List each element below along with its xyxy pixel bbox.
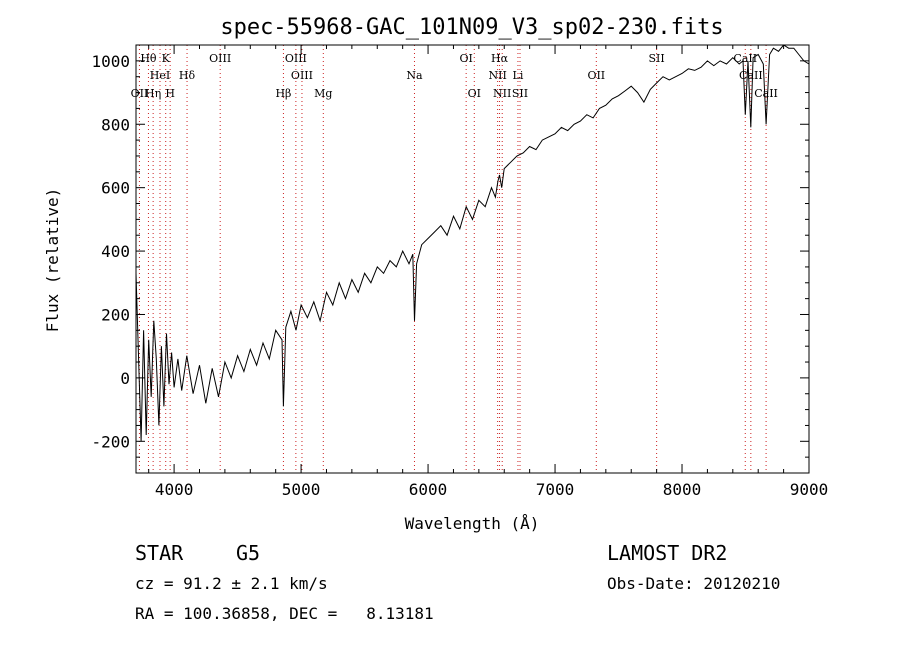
line-marker-label: NII: [488, 69, 506, 82]
line-marker-label: K: [162, 52, 171, 65]
y-axis-label: Flux (relative): [43, 188, 62, 333]
line-marker-label: Li: [513, 69, 524, 82]
line-marker-label: H: [165, 87, 175, 100]
chart-title: spec-55968-GAC_101N09_V3_sp02-230.fits: [220, 15, 723, 40]
line-marker-label: Hδ: [179, 69, 196, 82]
radial-velocity: cz = 91.2 ± 2.1 km/s: [135, 574, 328, 593]
line-marker-label: Mg: [314, 87, 332, 100]
line-marker-label: NII: [493, 87, 511, 100]
line-marker-label: Hβ: [275, 87, 291, 100]
y-tick-label: 0: [120, 369, 130, 388]
line-marker-label: OI: [459, 52, 472, 65]
x-tick-label: 6000: [409, 480, 448, 499]
spectrum-series-line: [135, 44, 810, 442]
x-tick-label: 8000: [663, 480, 702, 499]
line-marker-label: SII: [512, 87, 528, 100]
line-marker-label: Hθ: [140, 52, 157, 65]
line-marker-label: OI: [468, 87, 481, 100]
line-marker-label: CaII: [739, 69, 763, 82]
x-axis-label: Wavelength (Å): [405, 514, 540, 533]
line-marker-label: Hη: [145, 87, 161, 100]
x-tick-label: 7000: [536, 480, 575, 499]
emission-line-markers: [138, 45, 767, 473]
sky-coordinates: RA = 100.36858, DEC = 8.13181: [135, 604, 434, 623]
observation-date: Obs-Date: 20120210: [607, 574, 781, 593]
line-marker-label: OIII: [291, 69, 313, 82]
y-axis: -200 0 200 400 600 800 1000: [91, 44, 809, 474]
x-tick-label: 5000: [282, 480, 321, 499]
line-marker-label: OIII: [285, 52, 307, 65]
x-axis: 4000 5000 6000 7000 8000 9000: [148, 45, 829, 499]
line-marker-label: OIII: [209, 52, 231, 65]
x-tick-label: 4000: [155, 480, 194, 499]
x-tick-label: 9000: [790, 480, 829, 499]
plot-frame: [135, 44, 810, 474]
object-class: STAR: [135, 541, 184, 565]
line-marker-label: SII: [649, 52, 665, 65]
line-marker-label: Na: [406, 69, 423, 82]
spectral-subclass: G5: [236, 541, 261, 565]
y-tick-label: -200: [91, 432, 130, 451]
data-release: LAMOST DR2: [607, 541, 728, 565]
line-marker-label: CaII: [733, 52, 757, 65]
y-tick-label: 1000: [91, 52, 130, 71]
line-marker-label: OII: [131, 87, 149, 100]
y-tick-label: 200: [101, 305, 130, 324]
y-tick-label: 800: [101, 115, 130, 134]
line-marker-label: Hα: [491, 52, 509, 65]
line-marker-label: HeI: [150, 69, 170, 82]
y-tick-label: 400: [101, 242, 130, 261]
y-tick-label: 600: [101, 179, 130, 198]
line-marker-label: CaII: [754, 87, 778, 100]
line-marker-label: OII: [587, 69, 605, 82]
